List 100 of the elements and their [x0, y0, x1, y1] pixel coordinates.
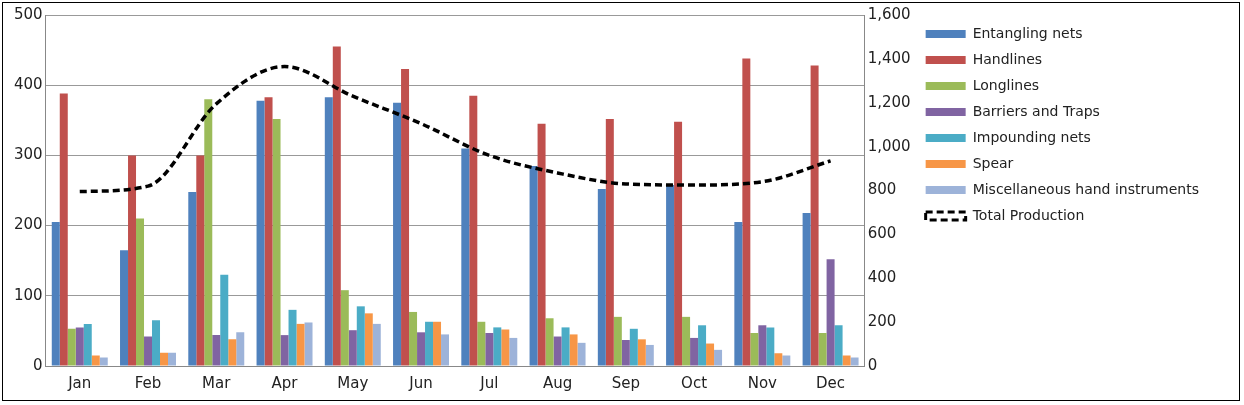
x-tick-label: Sep: [611, 373, 640, 392]
bar: [698, 325, 707, 366]
bar: [236, 332, 245, 366]
bar: [810, 65, 819, 366]
bar: [441, 334, 450, 366]
bar: [553, 336, 562, 366]
bar: [758, 325, 767, 366]
bar: [212, 335, 221, 366]
bar: [128, 155, 137, 366]
y2-tick-label: 1,000: [867, 136, 911, 155]
bar: [545, 318, 554, 366]
bar: [160, 352, 169, 366]
x-tick-label: Aug: [542, 373, 573, 392]
bar: [433, 321, 442, 366]
bar: [742, 58, 751, 366]
bar: [501, 329, 510, 366]
bar: [304, 322, 313, 366]
bar: [818, 333, 827, 366]
bar: [348, 330, 357, 366]
y2-tick-label: 600: [867, 224, 897, 243]
bar: [782, 355, 791, 366]
bar: [256, 100, 265, 366]
y2-tick-label: 0: [867, 355, 878, 374]
bar: [750, 333, 759, 366]
x-tick-label: Oct: [681, 373, 708, 392]
y-tick-label: 100: [13, 285, 43, 304]
bar: [188, 191, 197, 366]
bar: [529, 165, 538, 366]
y2-tick-label: 800: [867, 180, 897, 199]
bar: [340, 290, 349, 366]
bar: [674, 121, 683, 366]
bar: [152, 320, 161, 366]
bar: [629, 328, 638, 366]
x-tick-label: Nov: [747, 373, 778, 392]
x-tick-label: Jun: [408, 373, 433, 392]
bar: [613, 316, 622, 366]
legend-label: Barriers and Traps: [972, 102, 1100, 119]
bar: [690, 337, 699, 366]
bar: [91, 355, 100, 366]
bar: [469, 95, 478, 366]
bar: [220, 274, 229, 366]
line-series: [78, 64, 833, 194]
bar: [67, 328, 76, 366]
bar: [766, 327, 775, 366]
y2-tick-label: 400: [867, 268, 897, 287]
x-tick-label: Jul: [479, 373, 499, 392]
bar: [485, 333, 494, 366]
bar: [461, 148, 470, 366]
bar: [264, 97, 273, 366]
bar: [356, 306, 365, 366]
x-tick-label: Mar: [202, 373, 232, 392]
y2-tick-label: 1,200: [867, 92, 911, 111]
bar: [120, 250, 129, 366]
bar: [83, 323, 92, 366]
bar: [569, 334, 578, 366]
bar: [605, 118, 614, 366]
bar: [834, 325, 843, 366]
bar: [850, 357, 859, 366]
bar: [509, 337, 518, 366]
bar: [537, 123, 546, 366]
legend-label: Spear: [972, 154, 1014, 171]
x-tick-label: Feb: [134, 373, 162, 392]
bar: [706, 343, 715, 366]
x-tick-label: May: [337, 373, 369, 392]
bar: [196, 155, 205, 366]
y2-tick-label: 200: [867, 312, 897, 331]
bar: [59, 93, 68, 366]
bar: [597, 189, 606, 366]
bar: [372, 323, 381, 366]
x-tick-label: Jan: [67, 373, 92, 392]
bar: [493, 327, 502, 366]
bar: [561, 327, 570, 366]
legend-label: Miscellaneous hand instruments: [972, 180, 1200, 197]
bar: [645, 344, 654, 366]
bar: [168, 352, 176, 366]
bar: [577, 342, 586, 366]
bar: [621, 340, 630, 366]
y-tick-label: 400: [13, 75, 43, 94]
bar: [401, 69, 410, 366]
legend-label: Impounding nets: [972, 128, 1091, 145]
bar: [280, 335, 289, 366]
bar: [425, 321, 434, 366]
bar: [734, 222, 743, 366]
bar: [136, 218, 145, 366]
bar: [802, 212, 811, 366]
legend-label: Longlines: [972, 76, 1040, 93]
bar: [144, 336, 153, 366]
bar: [682, 316, 691, 366]
bar: [332, 46, 341, 366]
y2-tick-label: 1,600: [867, 4, 911, 23]
bar: [826, 259, 835, 366]
bar: [666, 184, 675, 366]
bar: [714, 349, 723, 366]
bar: [296, 323, 305, 366]
bar: [288, 309, 297, 366]
bar: [477, 321, 486, 366]
bar: [364, 313, 373, 366]
x-tick-label: Apr: [271, 373, 299, 392]
bar: [228, 339, 237, 366]
x-tick-label: Dec: [816, 373, 846, 392]
